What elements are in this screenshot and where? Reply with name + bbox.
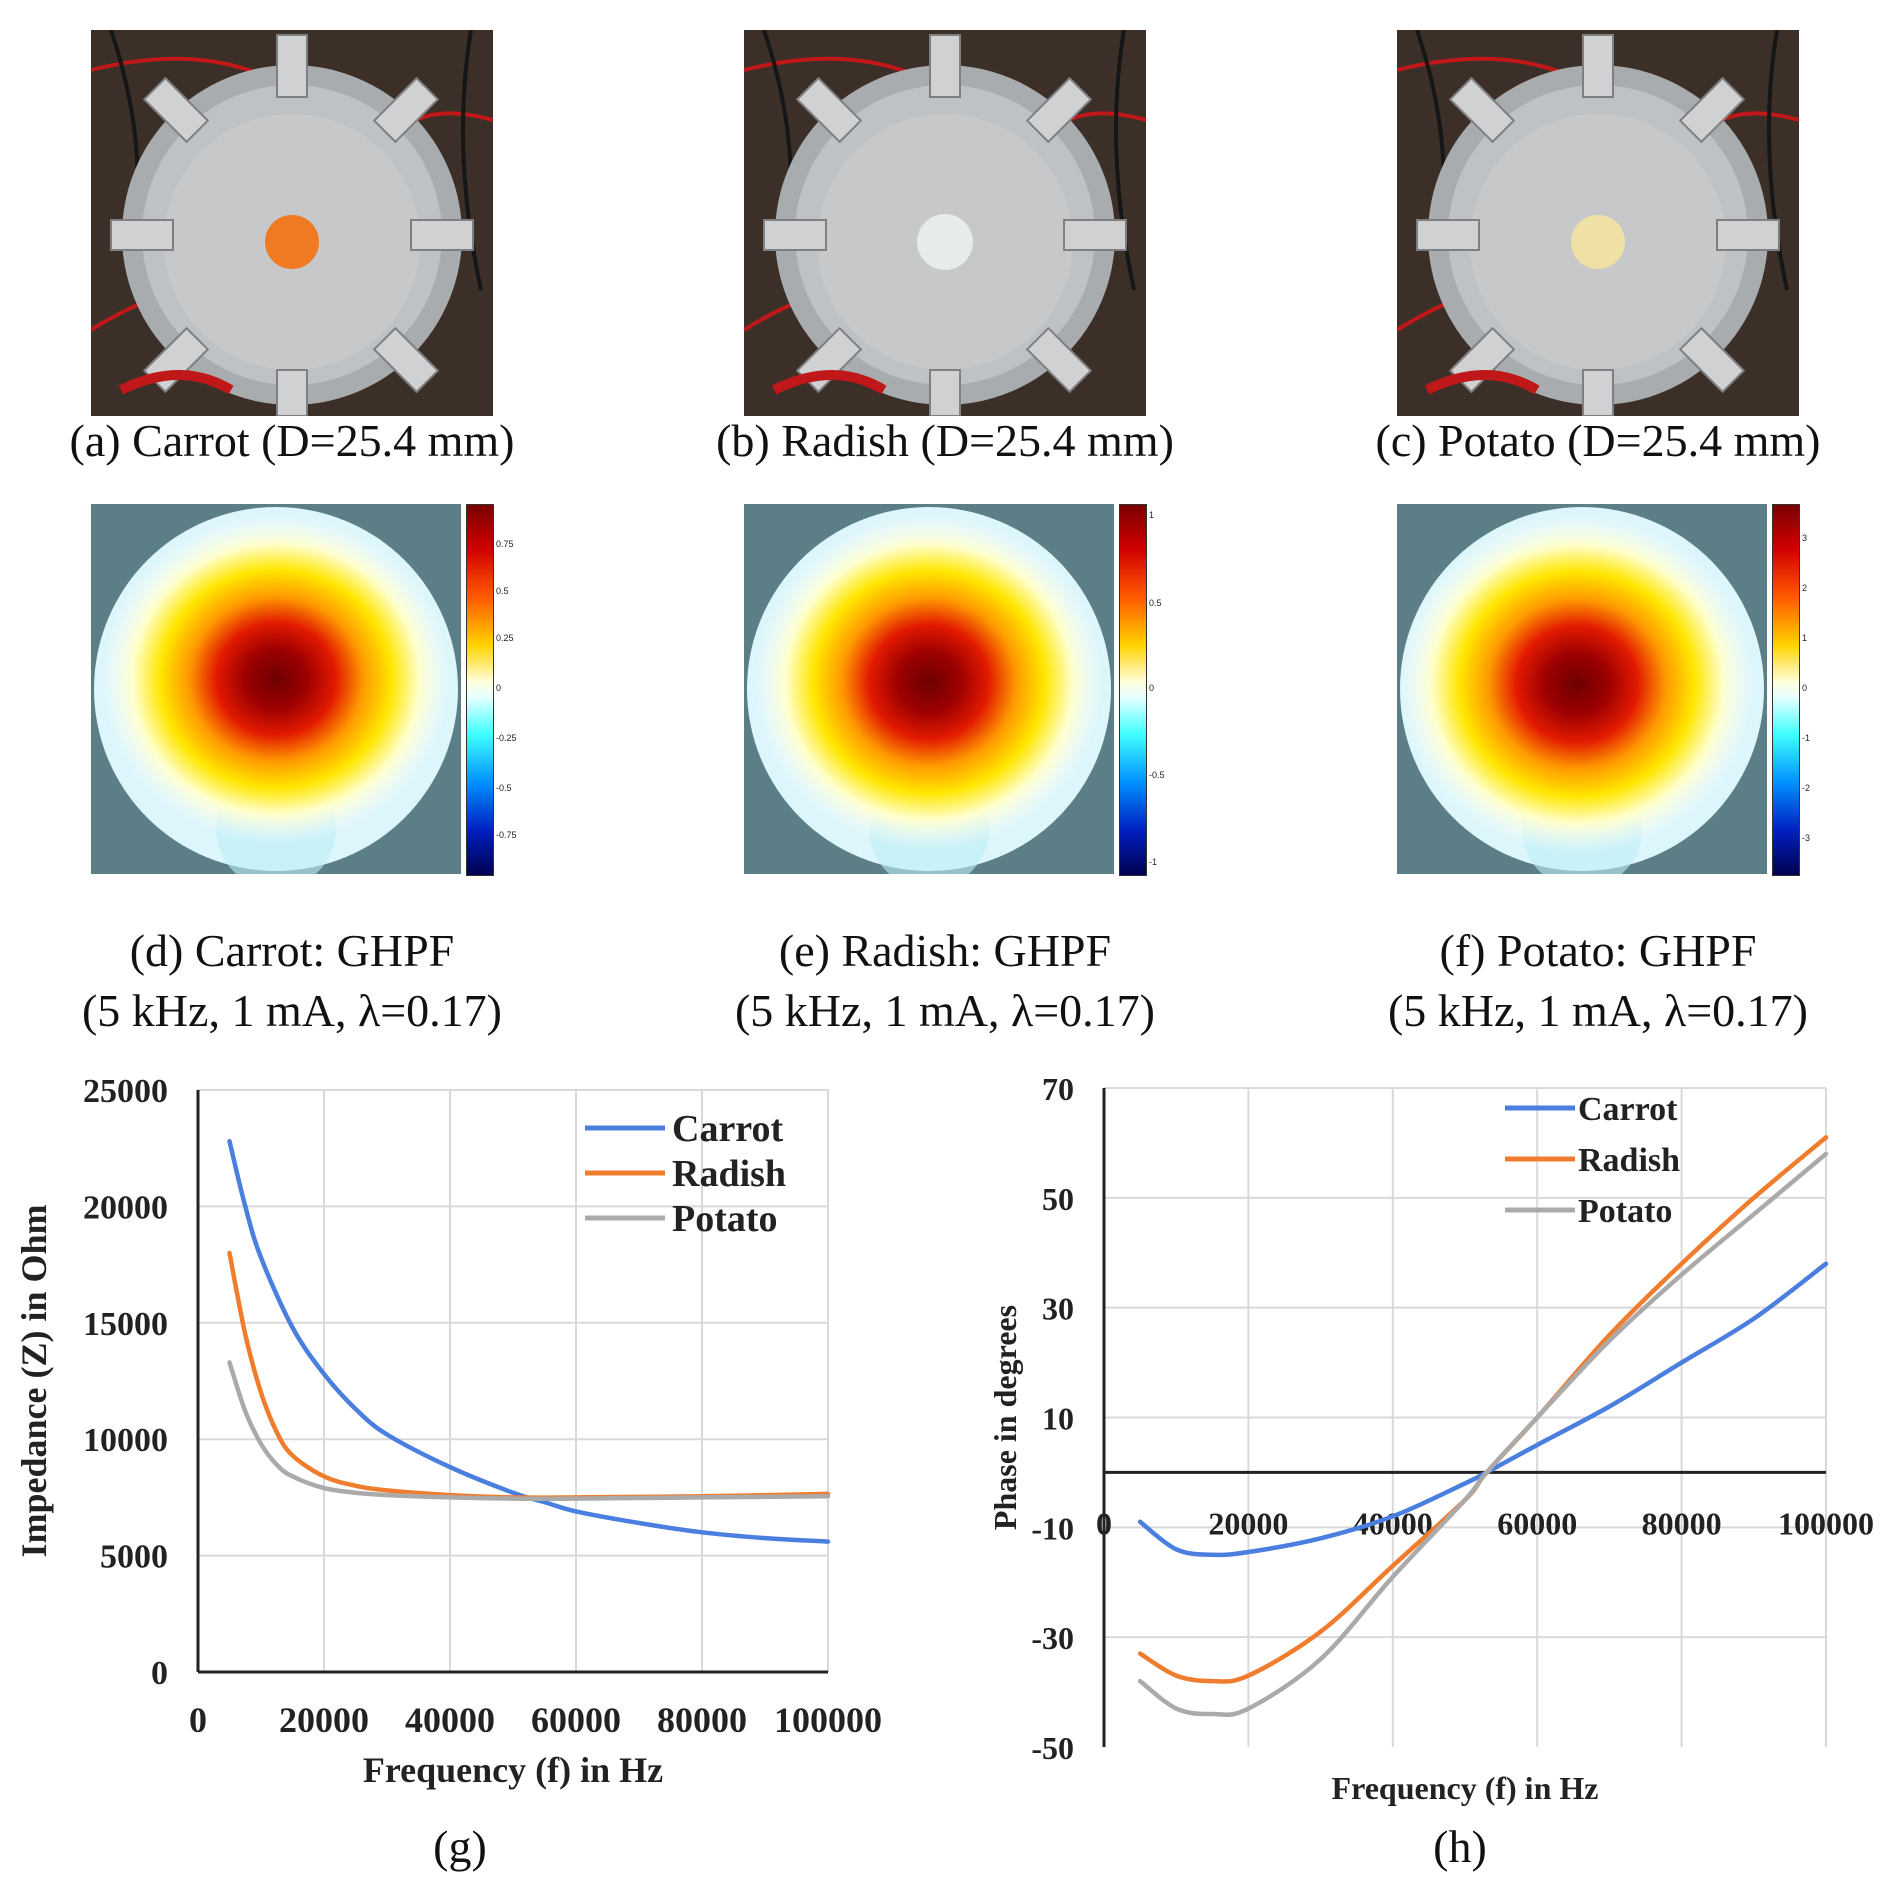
x-tick-label: 0 — [1096, 1505, 1112, 1541]
x-tick-label: 0 — [189, 1700, 207, 1740]
photo-carrot — [91, 30, 493, 416]
colorbar-tick: 0.25 — [496, 633, 514, 643]
colorbar-radish — [1119, 504, 1147, 876]
series-line-radish — [1137, 1135, 1829, 1684]
photo-potato — [1397, 30, 1799, 416]
caption-d-line2: (5 kHz, 1 mA, λ=0.17) — [81, 985, 503, 1036]
colorbar-tick: 0.5 — [496, 586, 509, 596]
x-tick-label: 100000 — [774, 1700, 882, 1740]
colorbar-tick: 0 — [1149, 683, 1155, 693]
y-tick-label: 20000 — [83, 1189, 168, 1226]
legend-label-radish: Radish — [1578, 1142, 1680, 1179]
caption-e-line1: (e) Radish: GHPF — [778, 925, 1112, 976]
y-tick-label: 10000 — [83, 1422, 168, 1459]
y-axis-title: Phase in degrees — [987, 1305, 1023, 1530]
photo-radish — [744, 30, 1146, 416]
caption-g: (g) — [433, 1821, 487, 1872]
caption-e-line2: (5 kHz, 1 mA, λ=0.17) — [734, 985, 1156, 1036]
colorbar-tick: -1 — [1149, 857, 1158, 867]
x-tick-label: 80000 — [657, 1700, 747, 1740]
colorbar-tick: 1 — [1149, 510, 1155, 520]
x-tick-label: 40000 — [1353, 1505, 1433, 1541]
colorbar-tick: -0.75 — [496, 830, 517, 840]
y-tick-label: 50 — [1042, 1181, 1074, 1217]
sample-disc — [265, 215, 319, 269]
y-tick-label: 0 — [151, 1655, 168, 1692]
caption-c: (c) Potato (D=25.4 mm) — [1375, 415, 1821, 466]
colorbar-tick: 0 — [496, 683, 502, 693]
colorbar-tick: -0.5 — [496, 783, 512, 793]
x-tick-label: 100000 — [1778, 1505, 1874, 1541]
reconstruction-radish — [744, 504, 1114, 874]
series-line-potato — [227, 1360, 831, 1501]
colorbar-tick: -3 — [1802, 833, 1811, 843]
series-line-radish — [227, 1250, 831, 1500]
colorbar-tick: 0.75 — [496, 539, 514, 549]
legend-label-potato: Potato — [1578, 1193, 1672, 1230]
series-line-potato — [1137, 1151, 1829, 1717]
legend-label-potato: Potato — [672, 1198, 778, 1240]
y-tick-label: 15000 — [83, 1306, 168, 1343]
colorbar-tick: 0.5 — [1149, 598, 1162, 608]
series-line-carrot — [1137, 1261, 1829, 1558]
colorbar-tick: -2 — [1802, 783, 1811, 793]
y-tick-label: 5000 — [100, 1539, 168, 1576]
colorbar-tick: 1 — [1802, 633, 1808, 643]
x-tick-label: 60000 — [1497, 1505, 1577, 1541]
y-tick-label: -50 — [1031, 1730, 1074, 1766]
x-axis-title: Frequency (f) in Hz — [363, 1750, 663, 1790]
caption-d-line1: (d) Carrot: GHPF — [129, 925, 455, 976]
y-tick-label: -10 — [1031, 1510, 1074, 1546]
x-axis-title: Frequency (f) in Hz — [1332, 1770, 1599, 1806]
y-tick-label: 70 — [1042, 1071, 1074, 1107]
y-tick-label: 10 — [1042, 1401, 1074, 1437]
y-tick-label: 25000 — [83, 1073, 168, 1110]
colorbar-tick: -0.5 — [1149, 770, 1165, 780]
y-tick-label: -30 — [1031, 1620, 1074, 1656]
x-tick-label: 60000 — [531, 1700, 621, 1740]
sample-disc — [917, 214, 973, 270]
colorbar-tick: 3 — [1802, 533, 1808, 543]
x-tick-label: 80000 — [1642, 1505, 1722, 1541]
colorbar-potato — [1772, 504, 1800, 876]
caption-b: (b) Radish (D=25.4 mm) — [716, 415, 1174, 466]
reconstruction-carrot — [91, 504, 461, 874]
reconstruction-potato — [1397, 504, 1767, 874]
y-axis-title: Impedance (Z) in Ohm — [14, 1204, 54, 1557]
colorbar-tick: 2 — [1802, 583, 1808, 593]
legend-label-carrot: Carrot — [1578, 1091, 1678, 1128]
caption-h: (h) — [1433, 1821, 1487, 1872]
series-line-carrot — [227, 1138, 831, 1544]
caption-f-line1: (f) Potato: GHPF — [1439, 925, 1757, 976]
colorbar-tick: -0.25 — [496, 733, 517, 743]
legend-label-radish: Radish — [672, 1153, 786, 1195]
colorbar-carrot — [466, 504, 494, 876]
caption-a: (a) Carrot (D=25.4 mm) — [69, 415, 515, 466]
colorbar-tick: -1 — [1802, 733, 1811, 743]
x-tick-label: 40000 — [405, 1700, 495, 1740]
x-tick-label: 20000 — [279, 1700, 369, 1740]
sample-disc — [1571, 215, 1625, 269]
colorbar-tick: 0 — [1802, 683, 1808, 693]
x-tick-label: 20000 — [1208, 1505, 1288, 1541]
caption-f-line2: (5 kHz, 1 mA, λ=0.17) — [1387, 985, 1809, 1036]
legend-label-carrot: Carrot — [672, 1108, 783, 1150]
y-tick-label: 30 — [1042, 1291, 1074, 1327]
